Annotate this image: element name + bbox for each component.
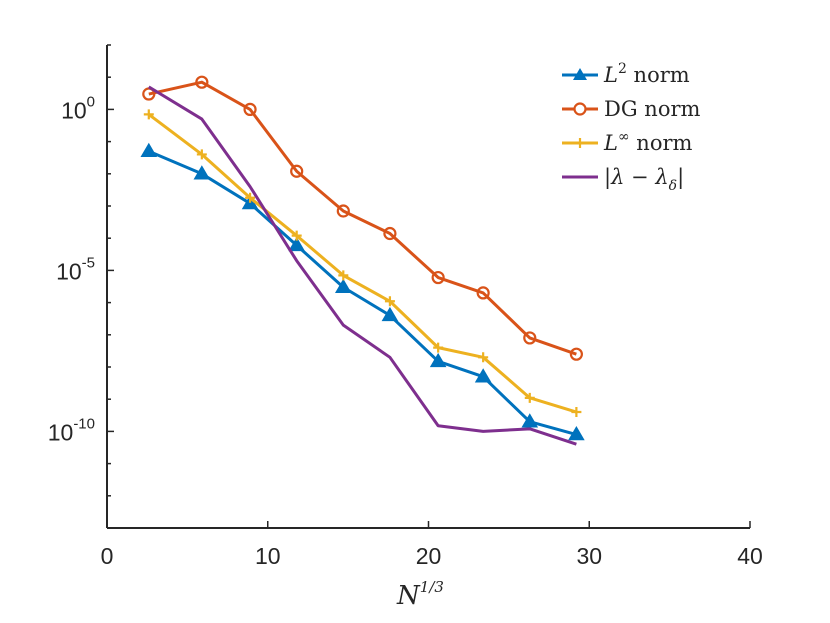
series-line <box>148 80 577 356</box>
legend-marker <box>575 138 585 148</box>
legend: L2 norm DG norm L∞ norm |λ − λδ| <box>562 61 700 194</box>
legend-item-2: L∞ norm <box>562 129 693 155</box>
series-1 <box>142 75 583 361</box>
x-tick-label: 40 <box>737 543 763 569</box>
axes: 0 10 20 30 40 100 10-5 10-10 <box>48 44 763 569</box>
data-point <box>334 278 352 293</box>
data-point <box>245 192 256 203</box>
data-point <box>524 392 535 403</box>
data-point <box>140 142 158 158</box>
x-axis-label: N1/3 <box>396 578 444 611</box>
y-tick-label: 10-5 <box>56 254 95 284</box>
data-point <box>478 352 489 363</box>
data-point <box>476 286 490 300</box>
data-point <box>523 331 537 345</box>
data-point <box>383 226 397 241</box>
data-point <box>143 109 154 120</box>
legend-marker <box>573 102 587 116</box>
data-point <box>338 270 349 281</box>
data-point <box>433 342 444 353</box>
data-point <box>291 230 302 241</box>
x-tick-label: 10 <box>255 543 281 569</box>
data-point <box>381 306 399 322</box>
series-line <box>148 149 577 436</box>
data-point <box>288 236 305 252</box>
x-tick-label: 20 <box>416 543 442 569</box>
series-0 <box>140 142 585 441</box>
data-point <box>290 164 304 178</box>
x-tick-label: 30 <box>576 543 602 569</box>
data-point <box>569 347 583 361</box>
legend-item-3: |λ − λδ| <box>562 165 684 194</box>
data-point <box>568 426 585 441</box>
legend-marker <box>573 68 587 80</box>
legend-label: L2 norm <box>603 61 690 87</box>
data-point <box>336 204 350 218</box>
data-point <box>243 102 257 117</box>
series-3 <box>148 85 577 446</box>
legend-label: DG norm <box>604 97 700 121</box>
legend-item-0: L2 norm <box>562 61 690 87</box>
data-point <box>384 296 395 307</box>
data-point <box>196 149 207 160</box>
data-point <box>431 270 445 285</box>
data-point <box>193 165 211 180</box>
data-point <box>571 407 582 418</box>
x-tick-label: 0 <box>101 543 114 569</box>
data-point <box>429 352 447 368</box>
data-point <box>474 368 492 383</box>
legend-item-1: DG norm <box>562 97 700 121</box>
series-line <box>148 85 577 446</box>
y-tick-label: 100 <box>61 93 95 123</box>
data-point <box>195 75 209 89</box>
x-axis-label-text: N1/3 <box>396 578 444 611</box>
series-line <box>147 113 577 414</box>
legend-label: L∞ norm <box>603 129 693 155</box>
series-2 <box>143 109 582 418</box>
data-point <box>521 413 539 428</box>
series-group <box>140 75 585 446</box>
y-tick-label: 10-10 <box>48 415 95 445</box>
legend-label: |λ − λδ| <box>604 165 684 194</box>
